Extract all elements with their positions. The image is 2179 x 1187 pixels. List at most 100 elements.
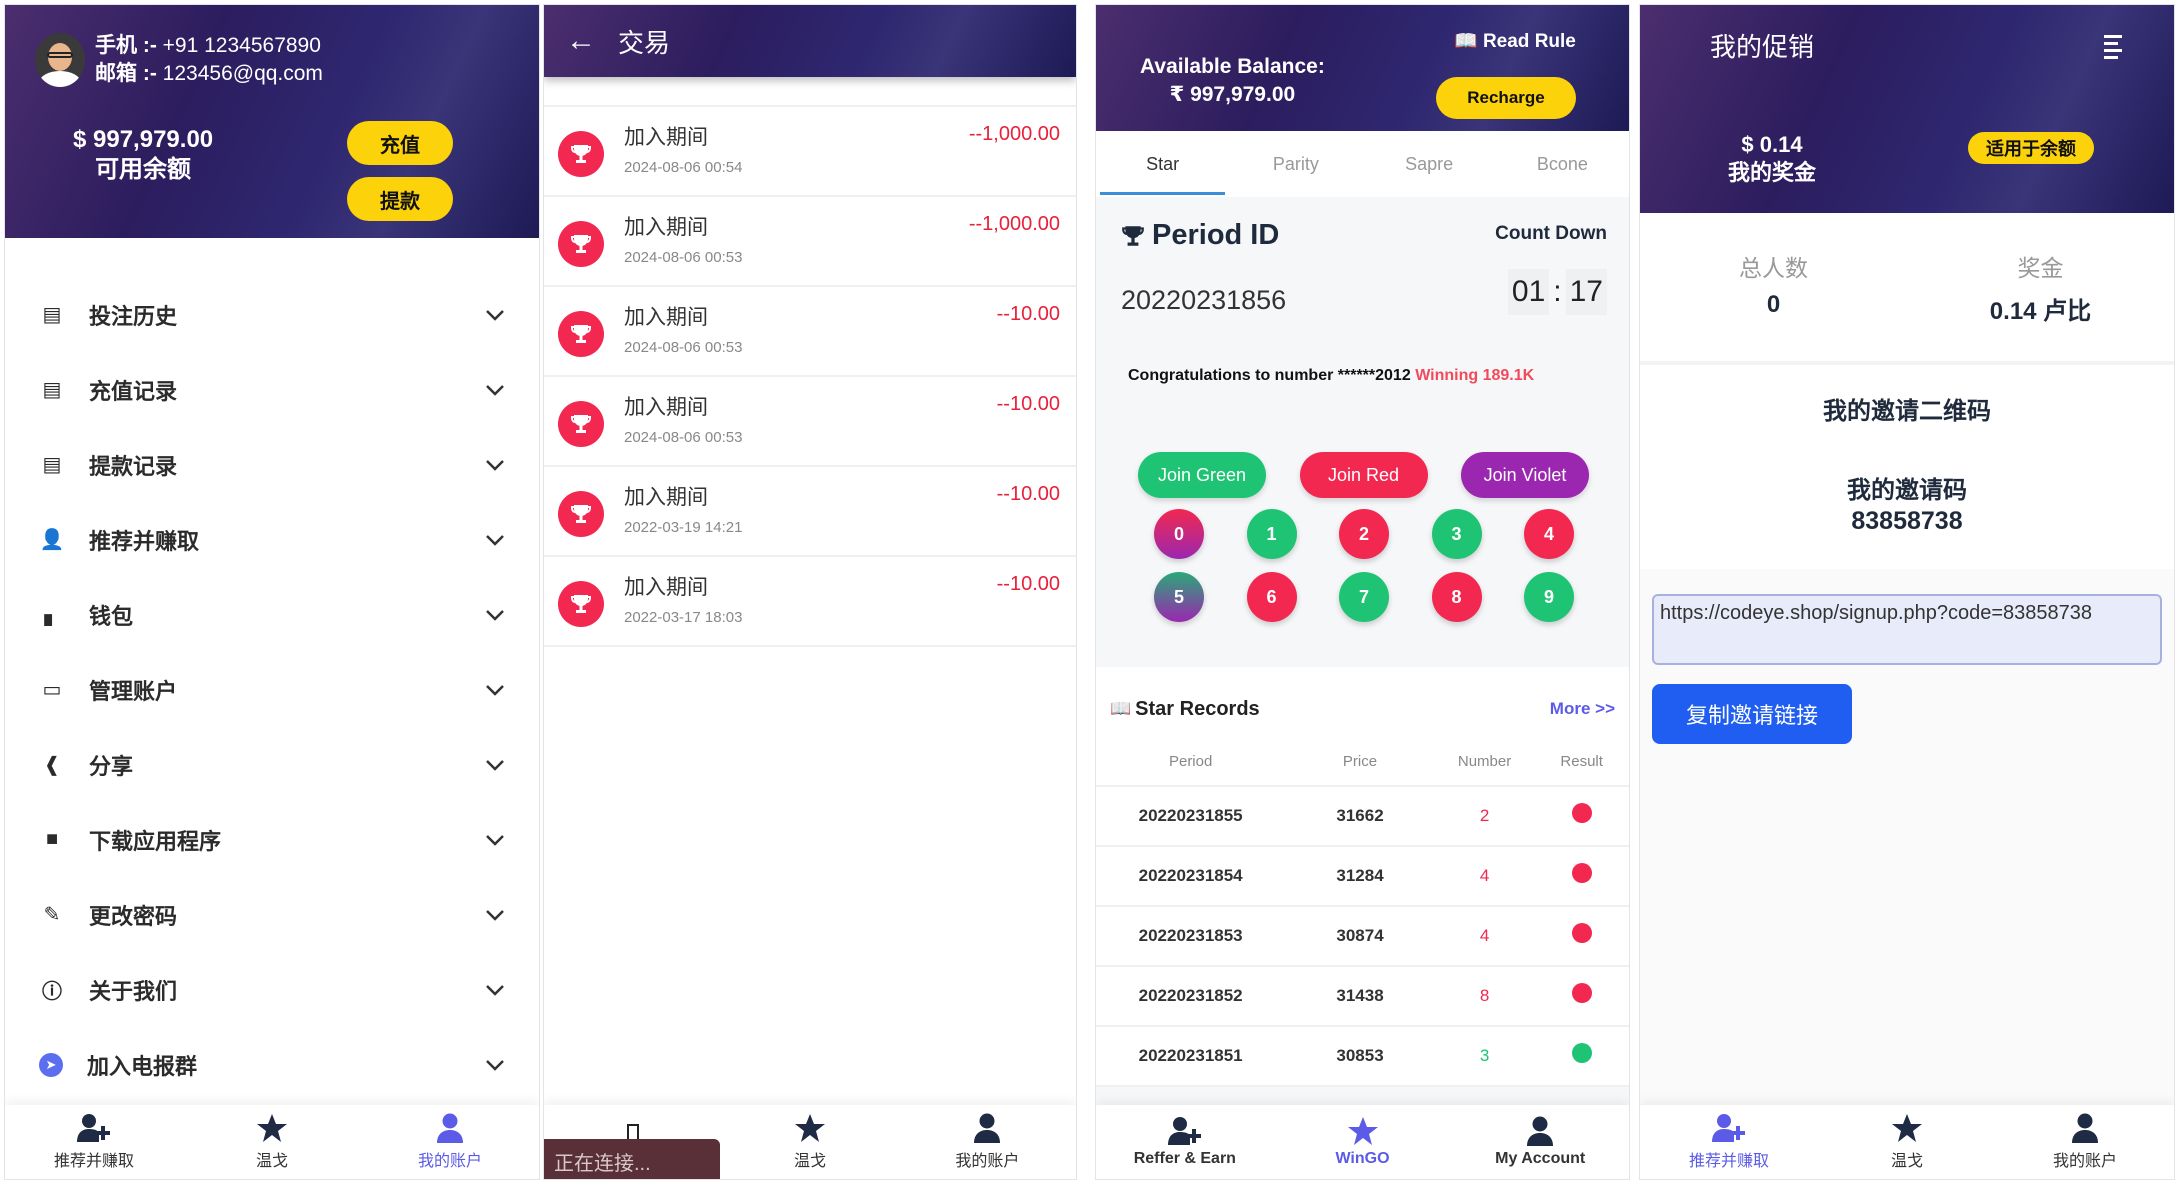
record-row: 20220231851 30853 3 bbox=[1096, 1027, 1629, 1087]
transaction-amount: --10.00 bbox=[996, 573, 1060, 595]
number-ball[interactable]: 9 bbox=[1524, 572, 1574, 622]
transaction-row[interactable]: 加入期间 2024-08-06 00:53 --1,000.00 bbox=[544, 197, 1076, 287]
transaction-row[interactable]: 加入期间 2022-03-17 18:03 --10.00 bbox=[544, 557, 1076, 647]
number-ball[interactable]: 0 bbox=[1154, 509, 1204, 559]
withdraw-button[interactable]: 提款 bbox=[347, 177, 453, 221]
menu-item-label: 关于我们 bbox=[89, 978, 178, 1004]
nav-my-account[interactable]: My Account bbox=[1451, 1105, 1629, 1179]
transaction-row[interactable]: 加入期间 2022-03-19 14:21 --10.00 bbox=[544, 467, 1076, 557]
nav-my-account[interactable]: 我的账户 bbox=[361, 1105, 539, 1179]
list-icon: ▤ bbox=[42, 304, 62, 326]
telegram-icon: ➤ bbox=[39, 1052, 63, 1077]
menu-item[interactable]: ▤ 提款记录 bbox=[5, 427, 539, 502]
balance-amount: $ 997,979.00 bbox=[73, 126, 214, 153]
book-icon: 📖 bbox=[1454, 31, 1478, 52]
record-number: 2 bbox=[1479, 806, 1490, 825]
transaction-row[interactable]: 加入期间 2024-08-06 00:54 --1,000.00 bbox=[544, 107, 1076, 197]
number-ball[interactable]: 2 bbox=[1339, 509, 1389, 559]
copy-invite-link-button[interactable]: 复制邀请链接 bbox=[1652, 684, 1852, 744]
nav-label: My Account bbox=[1495, 1150, 1586, 1167]
menu-item[interactable]: 👤 推荐并赚取 bbox=[5, 502, 539, 577]
record-price: 30874 bbox=[1336, 926, 1384, 945]
nav-my-account[interactable]: 我的账户 bbox=[899, 1105, 1076, 1179]
result-dot bbox=[1571, 1043, 1592, 1063]
record-period: 20220231853 bbox=[1138, 926, 1243, 945]
code-label: 我的邀请码 bbox=[1847, 477, 1967, 504]
chevron-down-icon bbox=[485, 534, 505, 546]
nav-label: 推荐并赚取 bbox=[1688, 1153, 1769, 1170]
nav-refer[interactable]: 推荐并赚取 bbox=[1640, 1105, 1818, 1179]
transaction-row[interactable]: 加入期间 2024-08-06 00:53 --10.00 bbox=[544, 287, 1076, 377]
number-ball[interactable]: 8 bbox=[1431, 572, 1482, 622]
winning-amount: Winning 189.1K bbox=[1415, 367, 1535, 384]
nav-wingo[interactable]: WinGO bbox=[1274, 1105, 1452, 1179]
bottom-nav: 推荐并赚取 温戈 我的账户 bbox=[1640, 1105, 2174, 1179]
total-label: 总人数 bbox=[1739, 255, 1808, 281]
nav-wingo[interactable]: 温戈 bbox=[721, 1105, 898, 1179]
record-period: 20220231854 bbox=[1138, 866, 1243, 885]
menu-item[interactable]: ❰ 分享 bbox=[5, 727, 539, 802]
menu-item[interactable]: ■ 下载应用程序 bbox=[5, 802, 539, 877]
nav-wingo[interactable]: 温戈 bbox=[1818, 1105, 1996, 1179]
recharge-button[interactable]: Recharge bbox=[1436, 77, 1576, 119]
menu-item[interactable]: ➤ 加入电报群 bbox=[5, 1027, 539, 1102]
tab-bcone[interactable]: Bcone bbox=[1536, 153, 1588, 174]
transaction-amount: --1,000.00 bbox=[968, 213, 1060, 235]
number-ball[interactable]: 7 bbox=[1339, 572, 1389, 622]
record-price: 30853 bbox=[1336, 1046, 1384, 1065]
more-link[interactable]: More >> bbox=[1549, 699, 1615, 718]
invite-link-field[interactable]: https://codeye.shop/signup.php?code=8385… bbox=[1652, 594, 2162, 665]
menu-item[interactable]: ▭ 管理账户 bbox=[5, 652, 539, 727]
menu-item[interactable]: ▤ 投注历史 bbox=[5, 277, 539, 352]
menu-item-label: 推荐并赚取 bbox=[89, 528, 200, 554]
number-ball[interactable]: 5 bbox=[1154, 572, 1204, 622]
record-price: 31438 bbox=[1336, 986, 1384, 1005]
menu-icon[interactable] bbox=[2104, 35, 2122, 59]
android-icon: ■ bbox=[45, 828, 59, 850]
nav-my-account[interactable]: 我的账户 bbox=[1996, 1105, 2174, 1179]
trophy-icon bbox=[558, 131, 604, 177]
credit-card-icon: ▭ bbox=[42, 679, 62, 701]
bonus-amount: $ 0.14 bbox=[1741, 132, 1803, 157]
star-icon bbox=[1890, 1113, 1924, 1143]
transaction-row[interactable]: 加入期间 2024-08-06 00:53 --10.00 bbox=[544, 377, 1076, 467]
read-rule-label: Read Rule bbox=[1482, 31, 1576, 52]
menu-item[interactable]: ▤ 充值记录 bbox=[5, 352, 539, 427]
chevron-down-icon bbox=[485, 834, 505, 846]
recharge-button[interactable]: 充值 bbox=[347, 121, 453, 165]
tab-parity[interactable]: Parity bbox=[1272, 153, 1319, 174]
result-dot bbox=[1571, 863, 1592, 883]
transactions-panel: ← 交易 加入期间 2024-08-06 00:54 --1,000.00 加入期间 2… bbox=[543, 4, 1077, 1180]
balance-label: 可用余额 bbox=[95, 156, 192, 183]
wallet-icon: ▖ bbox=[44, 604, 60, 626]
menu-item[interactable]: ⓘ 关于我们 bbox=[5, 952, 539, 1027]
nav-refer[interactable]: Reffer & Earn bbox=[1096, 1105, 1274, 1179]
tab-sapre[interactable]: Sapre bbox=[1405, 153, 1454, 174]
number-ball[interactable]: 1 bbox=[1246, 509, 1297, 559]
nav-label: 温戈 bbox=[255, 1153, 288, 1170]
balance-label: Available Balance: bbox=[1140, 55, 1325, 78]
back-arrow-icon[interactable]: ← bbox=[566, 24, 596, 57]
join-violet-button[interactable]: Join Violet bbox=[1461, 452, 1589, 498]
user-plus-icon: 👤 bbox=[39, 529, 65, 551]
number-ball[interactable]: 4 bbox=[1524, 509, 1574, 559]
record-number: 3 bbox=[1479, 1046, 1490, 1065]
bonus-label: 我的奖金 bbox=[1728, 160, 1817, 185]
number-ball[interactable]: 3 bbox=[1431, 509, 1482, 559]
menu-item[interactable]: ▖ 钱包 bbox=[5, 577, 539, 652]
user-icon bbox=[1523, 1116, 1557, 1146]
join-red-button[interactable]: Join Red bbox=[1299, 452, 1428, 498]
nav-label: Reffer & Earn bbox=[1133, 1150, 1236, 1167]
record-period: 20220231851 bbox=[1138, 1046, 1243, 1065]
game-section: Period ID 20220231856 Count Down 01 : 17… bbox=[1096, 197, 1629, 667]
account-menu: ▤ 投注历史 ▤ 充值记录 ▤ 提款记录 👤 推荐并赚取 ▖ 钱包 ▭ 管理账户 ❰ 分享 ■ 下载应用程序 ✎… bbox=[5, 238, 539, 1102]
nav-refer[interactable]: 推荐并赚取 bbox=[5, 1105, 183, 1179]
countdown-minutes: 01 bbox=[1507, 269, 1550, 315]
number-ball[interactable]: 6 bbox=[1246, 572, 1297, 622]
nav-wingo[interactable]: 温戈 bbox=[183, 1105, 361, 1179]
apply-to-balance-button[interactable]: 适用于余额 bbox=[1968, 132, 2094, 164]
menu-item[interactable]: ✎ 更改密码 bbox=[5, 877, 539, 952]
read-rule-link[interactable]: 📖 Read Rule bbox=[1454, 29, 1576, 53]
join-green-button[interactable]: Join Green bbox=[1138, 452, 1266, 498]
tab-star[interactable]: Star bbox=[1096, 131, 1229, 197]
